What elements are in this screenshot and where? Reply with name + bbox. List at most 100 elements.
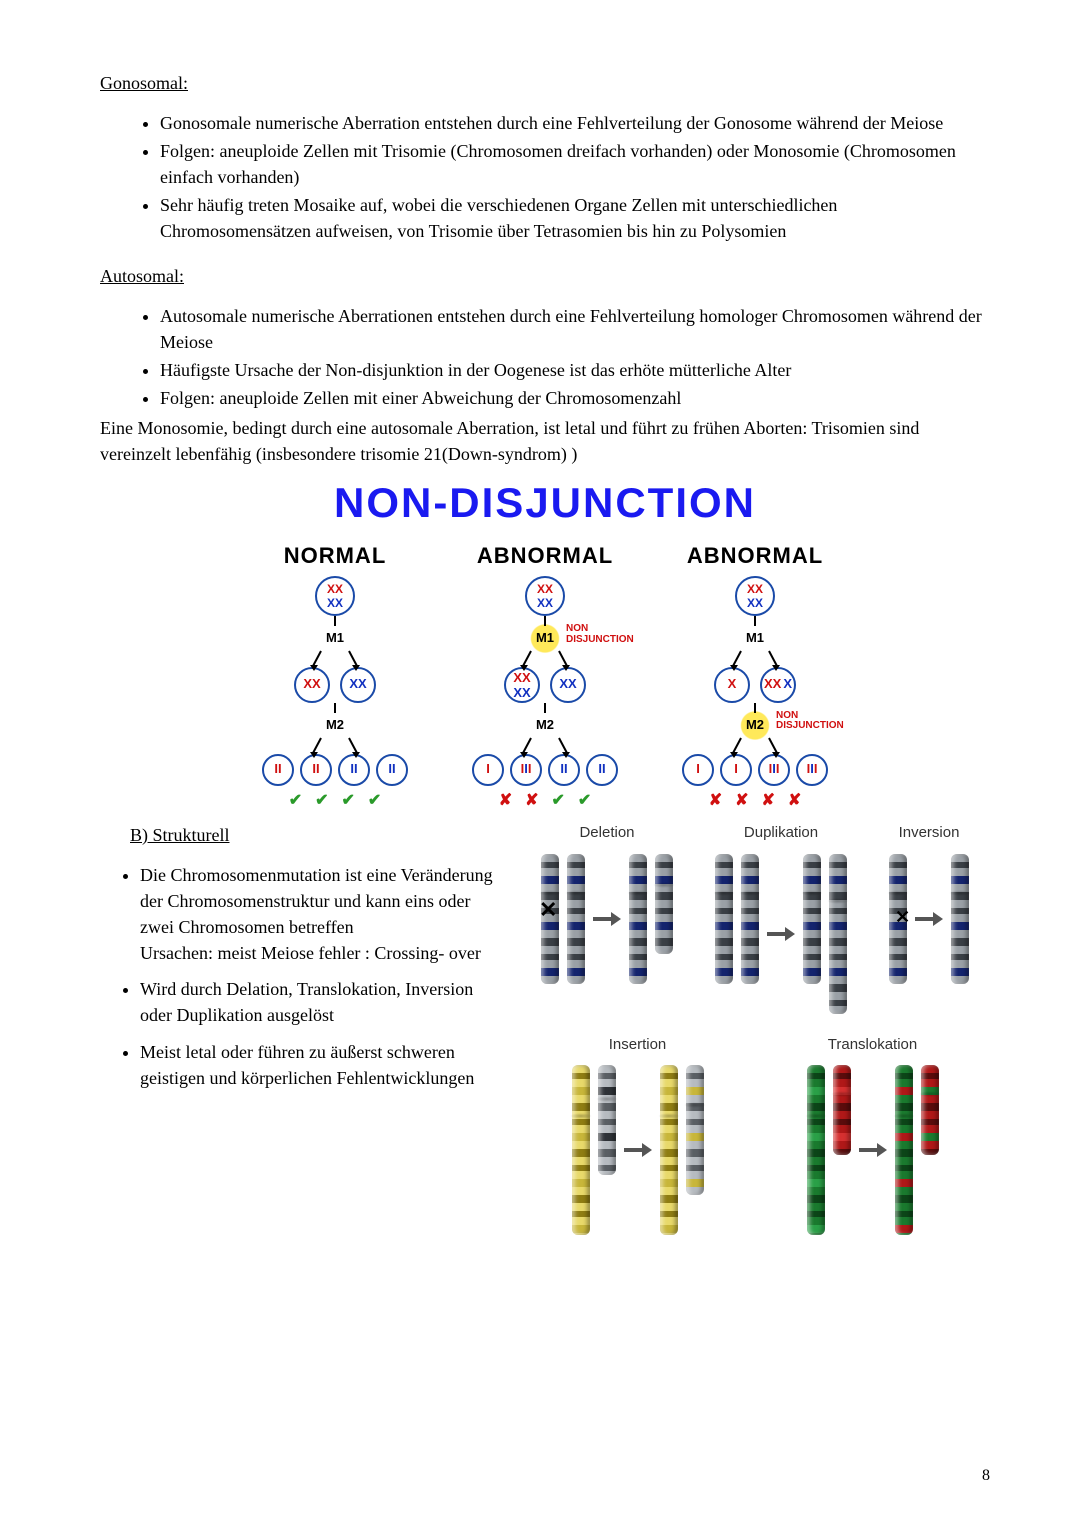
cell-icon: XX <box>340 667 376 703</box>
list-item: Folgen: aneuploide Zellen mit Trisomie (… <box>160 138 990 190</box>
stage-label: M1 <box>746 629 764 648</box>
cell-icon: II <box>376 754 408 786</box>
cell-icon: I <box>472 754 504 786</box>
heading-section-b: B) Strukturell <box>130 822 500 848</box>
chromosome-icon <box>807 1065 825 1235</box>
chromosome-icon <box>895 1065 913 1235</box>
cell-icon: II <box>300 754 332 786</box>
cell-icon: XXXX <box>315 576 355 616</box>
cell-icon: III <box>796 754 828 786</box>
cell-icon: III <box>758 754 790 786</box>
cell-icon: XX <box>550 667 586 703</box>
chromosome-icon <box>655 854 673 954</box>
cross-icon: ✘ <box>709 789 722 812</box>
ndj-column-header: ABNORMAL <box>477 540 613 572</box>
cell-icon: XX <box>294 667 330 703</box>
ndj-column: NORMALXXXXM1XXXXM2IIIIIIII✔✔✔✔ <box>235 540 435 812</box>
arrow-right-icon <box>767 927 795 941</box>
chromosome-icon <box>572 1065 590 1235</box>
stage-label: M2 <box>746 716 764 735</box>
list-gonosomal: Gonosomale numerische Aberration entsteh… <box>100 110 990 244</box>
cross-icon: ✘ <box>788 789 801 812</box>
check-icon: ✔ <box>342 789 355 812</box>
x-icon: ✕ <box>539 894 557 926</box>
chromosome-icon <box>833 1065 851 1155</box>
ndj-column-header: NORMAL <box>284 540 387 572</box>
chromosome-icon <box>686 1065 704 1195</box>
cell-icon: X <box>714 667 750 703</box>
structural-label: Insertion <box>609 1034 667 1056</box>
structural-label: Translokation <box>828 1034 918 1056</box>
list-item: Gonosomale numerische Aberration entsteh… <box>160 110 990 136</box>
page-number: 8 <box>982 1464 990 1487</box>
cell-icon: XXXX <box>735 576 775 616</box>
structural-group: Duplikation <box>715 822 847 1014</box>
stage-label: M1 <box>326 629 344 648</box>
cell-icon: II <box>586 754 618 786</box>
structural-label: Deletion <box>579 822 634 844</box>
chromosome-icon <box>741 854 759 984</box>
list-autosomal: Autosomale numerische Aberrationen entst… <box>100 303 990 411</box>
note-nondisjunction: NON DISJUNCTION <box>566 624 634 645</box>
autosomal-tail-para: Eine Monosomie, bedingt durch eine autos… <box>100 415 990 467</box>
figure-structural: Deletion ✕ Duplikation Inversion ✕ Insertion… <box>520 822 990 1256</box>
list-item: Autosomale numerische Aberrationen entst… <box>160 303 990 355</box>
cell-icon: II <box>338 754 370 786</box>
cell-icon: III <box>510 754 542 786</box>
chromosome-icon <box>598 1065 616 1175</box>
structural-label: Duplikation <box>744 822 818 844</box>
chromosome-icon <box>567 854 585 984</box>
stage-label: M1 <box>536 629 554 648</box>
ndj-column-header: ABNORMAL <box>687 540 823 572</box>
list-item: Sehr häufig treten Mosaike auf, wobei di… <box>160 192 990 244</box>
list-item: Wird durch Delation, Translokation, Inve… <box>140 976 500 1028</box>
structural-group: Insertion <box>572 1034 704 1236</box>
cell-icon: I <box>682 754 714 786</box>
heading-gonosomal: Gonosomal: <box>100 70 990 96</box>
cell-icon: II <box>548 754 580 786</box>
arrow-right-icon <box>859 1143 887 1157</box>
check-icon: ✔ <box>315 789 328 812</box>
structural-label: Inversion <box>899 822 960 844</box>
check-icon: ✔ <box>289 789 302 812</box>
structural-group: Translokation <box>807 1034 939 1236</box>
cell-icon: XXXX <box>525 576 565 616</box>
cell-icon: I <box>720 754 752 786</box>
cell-icon: XXXX <box>504 667 540 703</box>
list-section-b: Die Chromosomenmutation ist eine Verände… <box>100 862 500 1091</box>
list-item: Folgen: aneuploide Zellen mit einer Abwe… <box>160 385 990 411</box>
chromosome-icon <box>921 1065 939 1155</box>
note-nondisjunction: NON DISJUNCTION <box>776 711 844 732</box>
chromosome-icon <box>829 854 847 1014</box>
section-b-text: B) Strukturell Die Chromosomenmutation i… <box>100 822 500 1256</box>
cross-icon: ✘ <box>525 789 538 812</box>
list-item: Meist letal oder führen zu äußerst schwe… <box>140 1039 500 1091</box>
figure-nondisjunction: NON-DISJUNCTION NORMALXXXXM1XXXXM2IIIIII… <box>235 473 855 812</box>
ndj-column: ABNORMALXXXXM1NON DISJUNCTIONXXXXXXM2III… <box>445 540 645 812</box>
structural-group: Inversion ✕ <box>889 822 969 1014</box>
cross-icon: ✘ <box>735 789 748 812</box>
heading-autosomal: Autosomal: <box>100 263 990 289</box>
list-item: Häufigste Ursache der Non-disjunktion in… <box>160 357 990 383</box>
chromosome-icon <box>629 854 647 984</box>
list-item: Die Chromosomenmutation ist eine Verände… <box>140 862 500 966</box>
arrow-right-icon <box>593 912 621 926</box>
check-icon: ✔ <box>552 789 565 812</box>
cross-icon: ✘ <box>499 789 512 812</box>
arrow-right-icon <box>915 912 943 926</box>
chromosome-icon <box>803 854 821 984</box>
chromosome-icon <box>951 854 969 984</box>
check-icon: ✔ <box>368 789 381 812</box>
stage-label: M2 <box>536 716 554 735</box>
arrow-right-icon <box>624 1143 652 1157</box>
cell-icon: II <box>262 754 294 786</box>
chromosome-icon <box>660 1065 678 1235</box>
figure-title: NON-DISJUNCTION <box>235 473 855 534</box>
structural-group: Deletion ✕ <box>541 822 673 1014</box>
cross-icon: ✕ <box>895 904 910 930</box>
cell-icon: XXX <box>760 667 796 703</box>
check-icon: ✔ <box>578 789 591 812</box>
stage-label: M2 <box>326 716 344 735</box>
cross-icon: ✘ <box>762 789 775 812</box>
chromosome-icon <box>715 854 733 984</box>
